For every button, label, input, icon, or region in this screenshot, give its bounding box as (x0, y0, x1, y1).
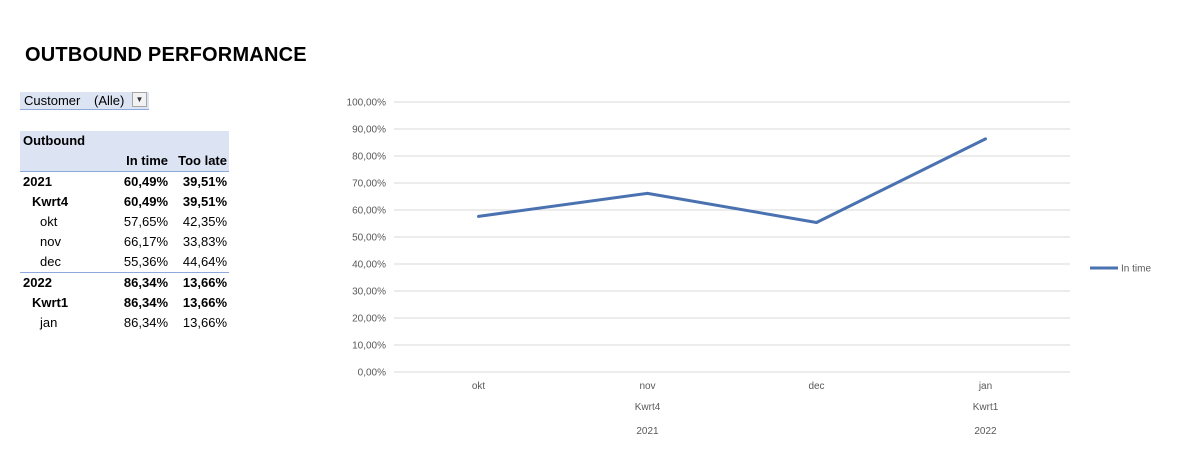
row-label: dec (40, 254, 61, 269)
y-tick-label: 40,00% (352, 260, 386, 271)
x-tick-label: nov (639, 381, 655, 392)
pivot-row-month[interactable]: nov 66,17% 33,83% (20, 232, 229, 252)
y-tick-label: 60,00% (352, 206, 386, 217)
too-late-value: 39,51% (170, 171, 229, 192)
pivot-row-month[interactable]: jan 86,34% 13,66% (20, 313, 229, 333)
data-point (984, 137, 987, 141)
pivot-table: Outbound In time Too late 2021 60,49% 39,5… (20, 131, 229, 333)
x-tick-label: jan (978, 381, 992, 392)
y-tick-label: 80,00% (352, 152, 386, 163)
in-time-value: 86,34% (113, 272, 170, 293)
pivot-row-month[interactable]: okt 57,65% 42,35% (20, 212, 229, 232)
x-group-quarter-label: Kwrt4 (635, 402, 661, 413)
pivot-row-year[interactable]: 2021 60,49% 39,51% (20, 171, 229, 192)
series-line-in-time (478, 137, 987, 225)
filter-dropdown-icon[interactable]: ▼ (132, 92, 147, 107)
x-tick-label: okt (472, 381, 486, 392)
too-late-value: 42,35% (182, 214, 227, 229)
y-tick-label: 70,00% (352, 179, 386, 190)
in-time-value: 55,36% (123, 254, 168, 269)
data-point (646, 191, 649, 195)
row-label: okt (40, 214, 58, 229)
page-title: OUTBOUND PERFORMANCE (25, 44, 307, 66)
x-group-quarter-label: Kwrt1 (973, 402, 999, 413)
row-label: Kwrt4 (32, 194, 69, 209)
pivot-header-row: Outbound (20, 131, 229, 151)
row-label: 2021 (20, 171, 113, 192)
pivot-row-quarter[interactable]: Kwrt4 60,49% 39,51% (20, 192, 229, 212)
pivot-row-month[interactable]: dec 55,36% 44,64% (20, 252, 229, 273)
in-time-value: 57,65% (123, 214, 168, 229)
y-tick-label: 30,00% (352, 287, 386, 298)
row-label: 2022 (20, 272, 113, 293)
too-late-value: 13,66% (170, 272, 229, 293)
too-late-value: 13,66% (182, 295, 227, 310)
data-point (477, 214, 480, 218)
in-time-value: 86,34% (123, 295, 168, 310)
y-tick-label: 100,00% (347, 98, 387, 109)
col-header-in-time[interactable]: In time (113, 151, 170, 172)
y-tick-label: 90,00% (352, 125, 386, 136)
in-time-value: 60,49% (123, 194, 168, 209)
in-time-value: 86,34% (123, 315, 168, 330)
y-tick-label: 10,00% (352, 341, 386, 352)
too-late-value: 44,64% (182, 254, 227, 269)
data-point (815, 221, 818, 225)
in-time-value: 66,17% (123, 234, 168, 249)
pivot-row-year[interactable]: 2022 86,34% 13,66% (20, 272, 229, 293)
too-late-value: 13,66% (182, 315, 227, 330)
line-chart: 0,00% 10,00% 20,00% 30,00% 40,00% 50,00% 60,00… (347, 98, 1152, 438)
row-label: Kwrt1 (32, 295, 69, 310)
pivot-title: Outbound (20, 131, 113, 151)
y-tick-label: 20,00% (352, 314, 386, 325)
filter-label: Customer (24, 93, 81, 108)
col-header-too-late[interactable]: Too late (170, 151, 229, 172)
y-tick-label: 50,00% (352, 233, 386, 244)
y-tick-label: 0,00% (358, 368, 386, 379)
row-label: jan (40, 315, 58, 330)
customer-filter[interactable]: Customer (Alle) ▼ (20, 92, 149, 110)
legend-label: In time (1121, 264, 1151, 275)
filter-value: (Alle) (94, 93, 125, 108)
pivot-row-quarter[interactable]: Kwrt1 86,34% 13,66% (20, 293, 229, 313)
in-time-value: 60,49% (113, 171, 170, 192)
too-late-value: 39,51% (182, 194, 227, 209)
x-group-year-label: 2021 (636, 426, 659, 437)
too-late-value: 33,83% (182, 234, 227, 249)
x-tick-label: dec (808, 381, 824, 392)
x-group-year-label: 2022 (974, 426, 997, 437)
row-label: nov (40, 234, 61, 249)
pivot-column-header-row: In time Too late (20, 151, 229, 172)
